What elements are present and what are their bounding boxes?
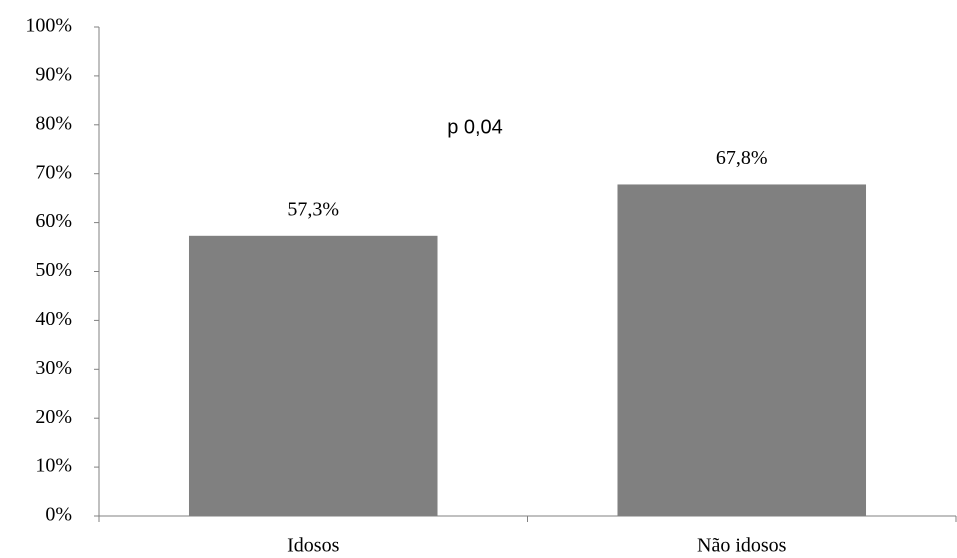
- y-tick-label: 100%: [25, 15, 72, 37]
- y-tick-label: 50%: [35, 259, 72, 281]
- y-tick-label: 20%: [35, 406, 72, 428]
- value-label: 67,8%: [716, 147, 768, 169]
- bar: [188, 235, 438, 517]
- y-tick-label: 30%: [35, 357, 72, 379]
- y-tick-label: 70%: [35, 161, 72, 183]
- x-tick-label: Idosos: [287, 535, 339, 557]
- value-label: 57,3%: [287, 198, 339, 220]
- bar: [617, 184, 867, 516]
- y-tick-label: 10%: [35, 455, 72, 477]
- x-tick-label: Não idosos: [697, 535, 787, 557]
- y-tick-label: 40%: [35, 308, 72, 330]
- y-tick-label: 60%: [35, 210, 72, 232]
- y-tick-label: 0%: [45, 504, 72, 526]
- annotation: p 0,04: [447, 116, 503, 138]
- y-tick-label: 90%: [35, 63, 72, 85]
- y-tick-label: 80%: [35, 112, 72, 134]
